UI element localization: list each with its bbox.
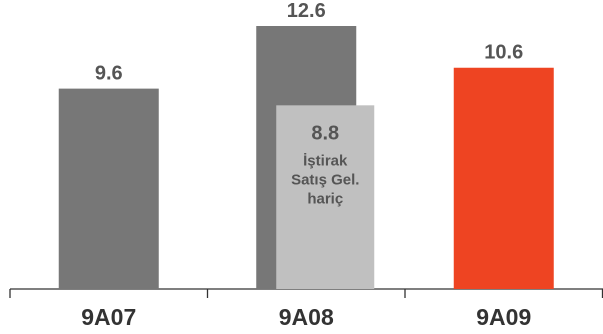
bar-9a07 [58, 88, 159, 289]
bar-9a09 [453, 67, 554, 289]
value-label-9a09: 10.6 [484, 42, 523, 64]
overlay-note-line: hariç [307, 190, 343, 207]
overlay-note-line: Satış Gel. [291, 171, 359, 188]
overlay-bar-9a08 [276, 105, 375, 289]
category-label-9a09: 9A09 [476, 304, 531, 330]
value-label-9a08: 12.6 [287, 0, 326, 22]
category-label-9a08: 9A08 [279, 304, 334, 330]
overlay-note-line: İştirak [303, 152, 348, 169]
category-label-9a07: 9A07 [81, 304, 136, 330]
value-label-9a07: 9.6 [95, 63, 123, 85]
overlay-value-label: 8.8 [311, 122, 339, 144]
